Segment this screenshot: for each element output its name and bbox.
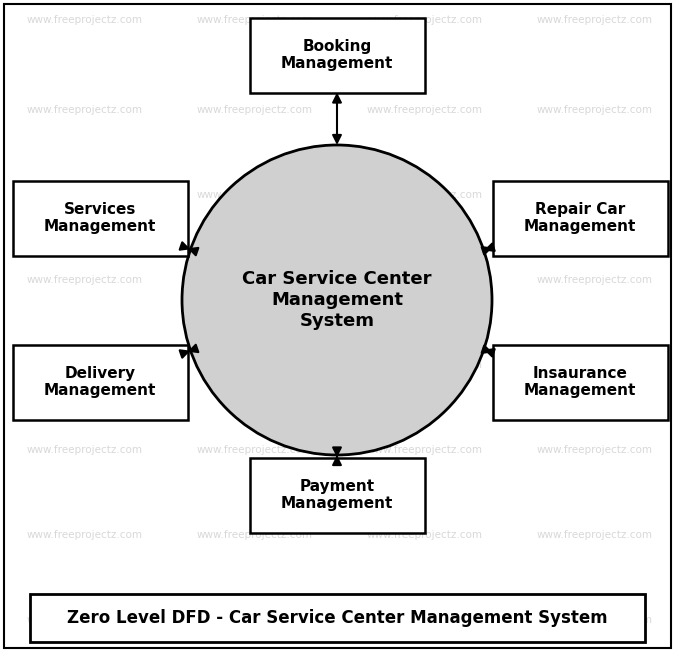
Text: www.freeprojectz.com: www.freeprojectz.com [537,615,653,625]
Text: Booking
Management: Booking Management [281,39,393,71]
Text: www.freeprojectz.com: www.freeprojectz.com [197,530,313,540]
Bar [493,181,668,256]
Text: www.freeprojectz.com: www.freeprojectz.com [197,360,313,370]
Bar [250,458,425,533]
Text: www.freeprojectz.com: www.freeprojectz.com [537,190,653,200]
Text: www.freeprojectz.com: www.freeprojectz.com [537,360,653,370]
Text: www.freeprojectz.com: www.freeprojectz.com [197,275,313,285]
Text: www.freeprojectz.com: www.freeprojectz.com [367,445,483,455]
Text: www.freeprojectz.com: www.freeprojectz.com [197,15,313,25]
Text: Delivery
Management: Delivery Management [44,366,156,398]
Text: Insaurance
Management: Insaurance Management [524,366,636,398]
Text: www.freeprojectz.com: www.freeprojectz.com [197,105,313,115]
Text: www.freeprojectz.com: www.freeprojectz.com [367,615,483,625]
Text: www.freeprojectz.com: www.freeprojectz.com [367,275,483,285]
Text: www.freeprojectz.com: www.freeprojectz.com [367,190,483,200]
Text: www.freeprojectz.com: www.freeprojectz.com [537,15,653,25]
Text: www.freeprojectz.com: www.freeprojectz.com [537,105,653,115]
Text: www.freeprojectz.com: www.freeprojectz.com [197,615,313,625]
Text: www.freeprojectz.com: www.freeprojectz.com [537,530,653,540]
Text: www.freeprojectz.com: www.freeprojectz.com [367,530,483,540]
Text: Car Service Center
Management
System: Car Service Center Management System [242,270,432,330]
Text: www.freeprojectz.com: www.freeprojectz.com [27,105,143,115]
Text: www.freeprojectz.com: www.freeprojectz.com [27,530,143,540]
Text: Repair Car
Management: Repair Car Management [524,202,636,234]
Circle shape [182,145,492,455]
Text: www.freeprojectz.com: www.freeprojectz.com [537,275,653,285]
Text: Payment
Management: Payment Management [281,479,393,511]
Text: www.freeprojectz.com: www.freeprojectz.com [537,445,653,455]
Text: www.freeprojectz.com: www.freeprojectz.com [367,105,483,115]
Text: www.freeprojectz.com: www.freeprojectz.com [27,360,143,370]
Text: www.freeprojectz.com: www.freeprojectz.com [27,445,143,455]
Bar [493,344,668,419]
Text: www.freeprojectz.com: www.freeprojectz.com [367,360,483,370]
Text: www.freeprojectz.com: www.freeprojectz.com [27,615,143,625]
Bar [250,18,425,93]
Bar [13,344,188,419]
Bar [13,181,188,256]
Text: www.freeprojectz.com: www.freeprojectz.com [27,275,143,285]
Text: www.freeprojectz.com: www.freeprojectz.com [27,190,143,200]
Text: www.freeprojectz.com: www.freeprojectz.com [197,190,313,200]
Bar [30,594,645,642]
Text: www.freeprojectz.com: www.freeprojectz.com [197,445,313,455]
Text: Services
Management: Services Management [44,202,156,234]
Text: www.freeprojectz.com: www.freeprojectz.com [367,15,483,25]
Text: www.freeprojectz.com: www.freeprojectz.com [27,15,143,25]
Text: Zero Level DFD - Car Service Center Management System: Zero Level DFD - Car Service Center Mana… [68,609,608,627]
